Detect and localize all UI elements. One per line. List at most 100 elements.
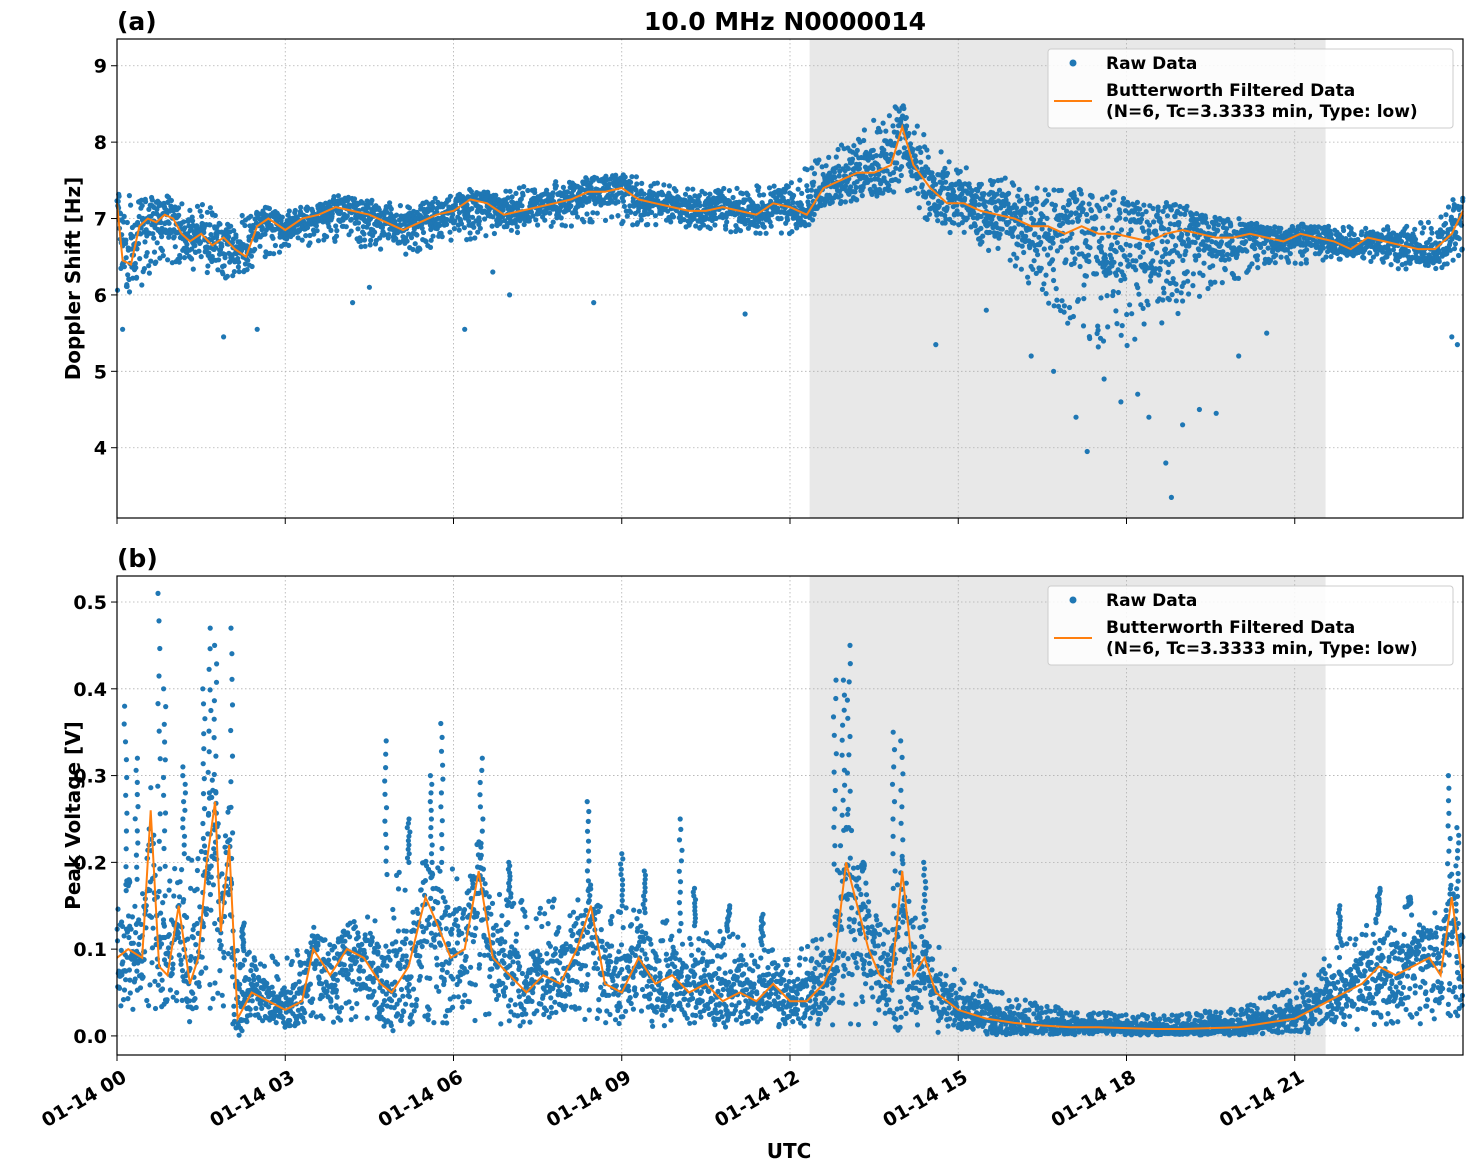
raw-data-point [212, 980, 218, 986]
raw-data-point [1137, 206, 1143, 212]
raw-data-point [1137, 254, 1143, 260]
raw-data-point [179, 968, 186, 974]
raw-data-point [118, 211, 124, 217]
raw-data-point [530, 213, 536, 219]
raw-data-point [1140, 305, 1146, 311]
raw-data-point [252, 246, 258, 252]
raw-data-point [1100, 338, 1107, 344]
raw-data-point [1006, 190, 1012, 196]
raw-data-point [270, 235, 276, 241]
raw-data-point [1220, 249, 1226, 255]
raw-data-point [190, 990, 196, 996]
raw-data-point [788, 180, 795, 186]
raw-data-point [1047, 245, 1054, 251]
raw-data-point [1141, 202, 1147, 208]
raw-data-point [594, 210, 600, 216]
raw-data-point [1244, 248, 1250, 254]
raw-data-point [246, 237, 252, 243]
raw-data-point [456, 227, 462, 233]
raw-data-point [811, 179, 817, 185]
raw-data-point [1133, 267, 1139, 273]
raw-data-point [1159, 238, 1165, 245]
raw-data-point [606, 181, 612, 187]
raw-data-point [274, 961, 281, 967]
raw-data-point [1412, 236, 1419, 242]
raw-data-point [870, 147, 876, 153]
raw-data-point [845, 165, 851, 172]
raw-data-point [1359, 229, 1365, 235]
raw-data-point [1180, 257, 1186, 263]
raw-data-point [921, 132, 927, 138]
raw-data-point [514, 229, 521, 236]
raw-data-point [406, 231, 412, 237]
raw-data-point [1385, 226, 1391, 232]
raw-data-point [690, 186, 696, 192]
raw-data-point [304, 993, 310, 999]
raw-data-point [564, 189, 571, 195]
raw-data-point [437, 222, 443, 228]
raw-data-point [393, 212, 400, 218]
raw-data-point [212, 920, 218, 927]
raw-data-point [1150, 205, 1156, 212]
raw-data-point [1066, 304, 1073, 311]
raw-data-point [489, 223, 495, 229]
raw-data-point [590, 210, 596, 216]
raw-data-point [259, 1005, 265, 1012]
raw-data-point [1367, 250, 1373, 256]
raw-data-point [628, 209, 634, 215]
raw-data-point [615, 199, 621, 205]
raw-data-point [171, 893, 177, 899]
raw-data-point [134, 968, 140, 974]
raw-data-point [1176, 220, 1182, 226]
raw-data-point [1124, 311, 1130, 318]
raw-data-point [915, 191, 921, 197]
raw-data-point [833, 154, 839, 160]
raw-data-point [791, 192, 797, 199]
raw-data-point [1118, 332, 1124, 338]
raw-data-point [883, 128, 889, 134]
raw-data-point [943, 179, 949, 185]
raw-data-point [259, 225, 265, 231]
raw-data-point [1081, 282, 1087, 288]
raw-data-outlier [221, 334, 227, 340]
raw-data-point [972, 223, 978, 229]
raw-data-point [203, 911, 209, 918]
raw-data-point [334, 977, 340, 983]
raw-data-point [121, 213, 127, 219]
panel-a-legend-raw-marker [1069, 59, 1077, 67]
raw-data-point [181, 897, 187, 903]
raw-data-point [784, 217, 791, 223]
raw-data-point [159, 247, 165, 254]
raw-data-point [513, 190, 519, 196]
raw-data-point [1025, 274, 1031, 280]
raw-data-point [175, 205, 182, 211]
raw-data-point [491, 230, 497, 237]
raw-data-point [1433, 265, 1439, 272]
raw-data-point [452, 218, 458, 224]
raw-data-point [253, 1005, 259, 1012]
raw-data-point [870, 166, 876, 172]
raw-data-point [1292, 260, 1298, 266]
raw-data-point [1112, 189, 1118, 195]
raw-data-point [174, 998, 180, 1004]
raw-data-point [176, 952, 182, 958]
raw-data-point [231, 1011, 237, 1018]
raw-data-point [307, 232, 313, 239]
raw-data-point [160, 253, 166, 259]
raw-data-point [1265, 245, 1271, 251]
raw-data-point [1031, 217, 1037, 223]
raw-data-outlier [1180, 422, 1186, 428]
raw-data-point [1071, 260, 1077, 266]
raw-data-point [521, 184, 527, 190]
raw-data-point [152, 978, 158, 984]
raw-data-point [482, 216, 488, 222]
raw-data-point [1169, 259, 1175, 265]
raw-data-point [193, 942, 199, 948]
raw-data-outlier [591, 300, 597, 306]
raw-data-point [726, 188, 733, 194]
raw-data-outlier [742, 311, 748, 317]
raw-data-point [328, 227, 334, 233]
raw-data-point [1038, 239, 1044, 245]
raw-data-point [120, 959, 126, 965]
raw-data-point [343, 224, 349, 230]
